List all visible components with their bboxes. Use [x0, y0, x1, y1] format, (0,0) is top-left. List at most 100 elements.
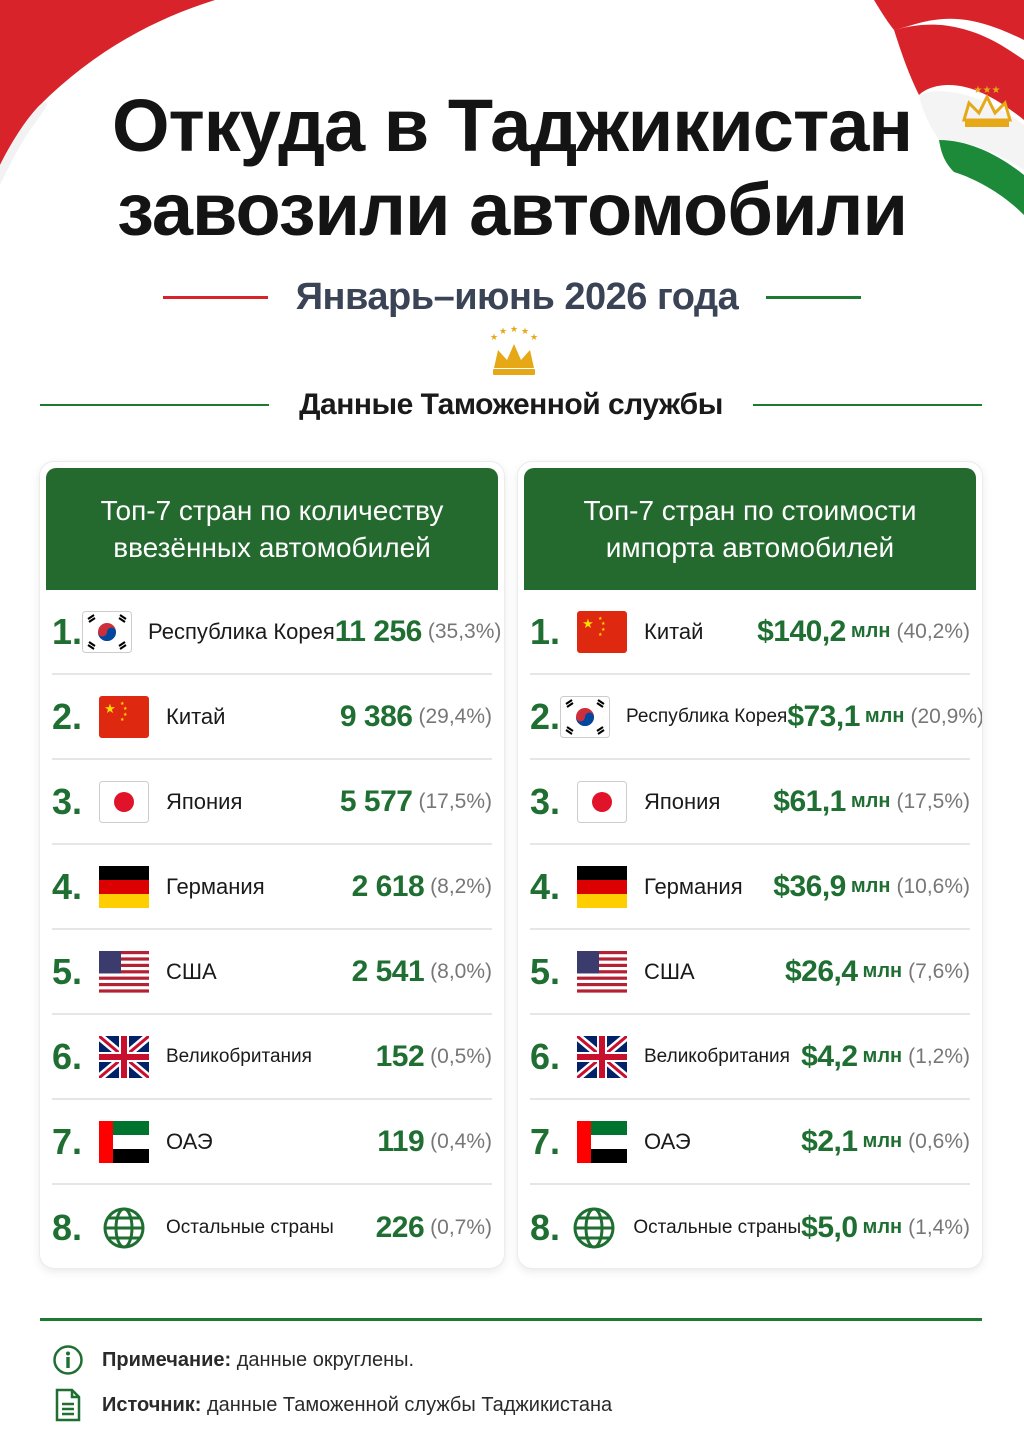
unit-label: млн	[864, 705, 905, 727]
svg-text:★: ★	[521, 327, 529, 337]
rank-label: 8.	[52, 1206, 83, 1248]
import-value: $2,1	[801, 1124, 858, 1158]
svg-text:★: ★	[123, 706, 128, 712]
rank-label: 6.	[52, 1035, 83, 1077]
uae-flag-icon	[98, 1119, 150, 1165]
count-value: 11 256	[334, 614, 423, 648]
subtitle: Январь–июнь 2026 года	[295, 275, 739, 318]
source-rule-right	[752, 404, 982, 406]
svg-text:★: ★	[510, 326, 518, 335]
title-line-1: Откуда в Таджикистан	[111, 84, 913, 167]
country-name: Германия	[644, 873, 743, 899]
svg-text:★: ★	[490, 333, 498, 343]
japan-flag-icon	[576, 779, 628, 825]
rank-label: 4.	[52, 865, 83, 907]
svg-text:★: ★	[499, 327, 507, 337]
china-flag-icon: ★ ★ ★ ★ ★	[98, 694, 150, 740]
share-value: (8,0%)	[430, 959, 492, 983]
subtitle-rule-right	[766, 295, 862, 299]
rank-label: 3.	[52, 780, 83, 822]
table-row: 2. ★ ★ ★ ★ ★ Китай 9 386 (29,4%)	[52, 675, 492, 760]
rank-label: 1.	[52, 610, 83, 652]
rank-label: 7.	[530, 1120, 561, 1162]
rank-label: 3.	[530, 780, 561, 822]
table-row: 7. ОАЭ 119 (0,4%)	[52, 1100, 492, 1185]
country-name: США	[166, 958, 217, 984]
source-label: Источник:	[102, 1393, 202, 1416]
count-value: 2 618	[351, 869, 425, 903]
unit-label: млн	[850, 790, 891, 812]
svg-text:★: ★	[530, 333, 538, 343]
crown-icon: ★★ ★ ★★	[490, 326, 538, 375]
country-name: Республика Корея	[626, 705, 788, 727]
table-row: 8. Остальные страны $5,0 млн (1,4%)	[530, 1185, 970, 1268]
unit-label: млн	[862, 960, 903, 982]
country-name: Германия	[166, 873, 265, 899]
table-row: 4. Германия 2 618 (8,2%)	[52, 845, 492, 930]
table-row: 1. Республика Корея 11 256 (35,3%)	[52, 590, 501, 675]
germany-flag-icon	[576, 864, 628, 910]
share-value: (17,5%)	[896, 789, 970, 813]
footer-note: Примечание: данные округлены.	[52, 1344, 414, 1376]
svg-text:★: ★	[598, 616, 603, 622]
footer-rule	[40, 1318, 982, 1321]
share-value: (20,9%)	[910, 704, 982, 728]
import-value: $140,2	[757, 614, 846, 648]
table-row: 5. США $26,4 млн (7,6%)	[530, 930, 970, 1015]
subtitle-rule-left	[162, 295, 268, 299]
table-row: 2. Республика Корея $73,1 млн (20,9%)	[530, 675, 982, 760]
share-value: (1,4%)	[908, 1215, 970, 1239]
table-header-count: Топ-7 стран по количеству ввезённых авто…	[46, 468, 498, 590]
globe-icon	[571, 1205, 617, 1251]
table-row: 4. Германия $36,9 млн (10,6%)	[530, 845, 970, 930]
rank-label: 1.	[530, 610, 561, 652]
share-value: (0,7%)	[430, 1215, 492, 1239]
share-value: (1,2%)	[908, 1044, 970, 1068]
country-name: Великобритания	[644, 1045, 790, 1067]
table-row: 1. ★ ★ ★ ★ ★ Китай $140,2 млн (40,2%)	[530, 590, 970, 675]
source-rule-left	[40, 404, 270, 406]
table-header-value: Топ-7 стран по стоимости импорта автомоб…	[524, 468, 976, 590]
table-row: 7. ОАЭ $2,1 млн (0,6%)	[530, 1100, 970, 1185]
count-value: 152	[375, 1039, 425, 1073]
country-name: ОАЭ	[644, 1128, 691, 1154]
table-row: 6. Великобритания 152 (0,5%)	[52, 1015, 492, 1100]
unit-label: млн	[862, 1045, 903, 1067]
rank-label: 2.	[530, 695, 561, 737]
china-flag-icon: ★ ★ ★ ★ ★	[576, 609, 628, 655]
share-value: (40,2%)	[896, 619, 970, 643]
import-value: $4,2	[801, 1039, 858, 1073]
svg-text:★: ★	[120, 701, 125, 707]
table-row: 3. Япония $61,1 млн (17,5%)	[530, 760, 970, 845]
share-value: (8,2%)	[430, 874, 492, 898]
svg-text:★: ★	[104, 702, 116, 717]
japan-flag-icon	[98, 779, 150, 825]
source-title: Данные Таможенной службы	[299, 388, 723, 421]
table-panel-value: Топ-7 стран по стоимости импорта автомоб…	[518, 462, 982, 1268]
count-value: 5 577	[339, 784, 413, 818]
share-value: (0,6%)	[908, 1129, 970, 1153]
rank-label: 8.	[530, 1206, 561, 1248]
table-rows-count: 1. Республика Корея 11 256 (35,3%) 2. ★ ★…	[40, 590, 504, 1268]
south-korea-flag-icon	[560, 694, 611, 740]
svg-text:★: ★	[120, 717, 125, 723]
country-name: Остальные страны	[633, 1216, 802, 1238]
title-line-2: завозили автомобили	[117, 168, 908, 251]
count-value: 9 386	[339, 699, 413, 733]
country-name: ОАЭ	[166, 1128, 213, 1154]
subtitle-row: Январь–июнь 2026 года	[0, 272, 1024, 322]
unit-label: млн	[850, 875, 891, 897]
usa-flag-icon	[576, 949, 628, 995]
svg-text:★: ★	[601, 627, 606, 633]
table-panel-count: Топ-7 стран по количеству ввезённых авто…	[40, 462, 504, 1268]
country-name: Великобритания	[166, 1045, 312, 1067]
share-value: (0,4%)	[430, 1129, 492, 1153]
rank-label: 5.	[52, 950, 83, 992]
share-value: (0,5%)	[430, 1044, 492, 1068]
unit-label: млн	[850, 620, 891, 642]
rank-label: 7.	[52, 1120, 83, 1162]
data-source-row: Данные Таможенной службы	[40, 380, 982, 430]
table-row: 5. США 2 541 (8,0%)	[52, 930, 492, 1015]
rank-label: 6.	[530, 1035, 561, 1077]
info-icon	[53, 1345, 83, 1375]
